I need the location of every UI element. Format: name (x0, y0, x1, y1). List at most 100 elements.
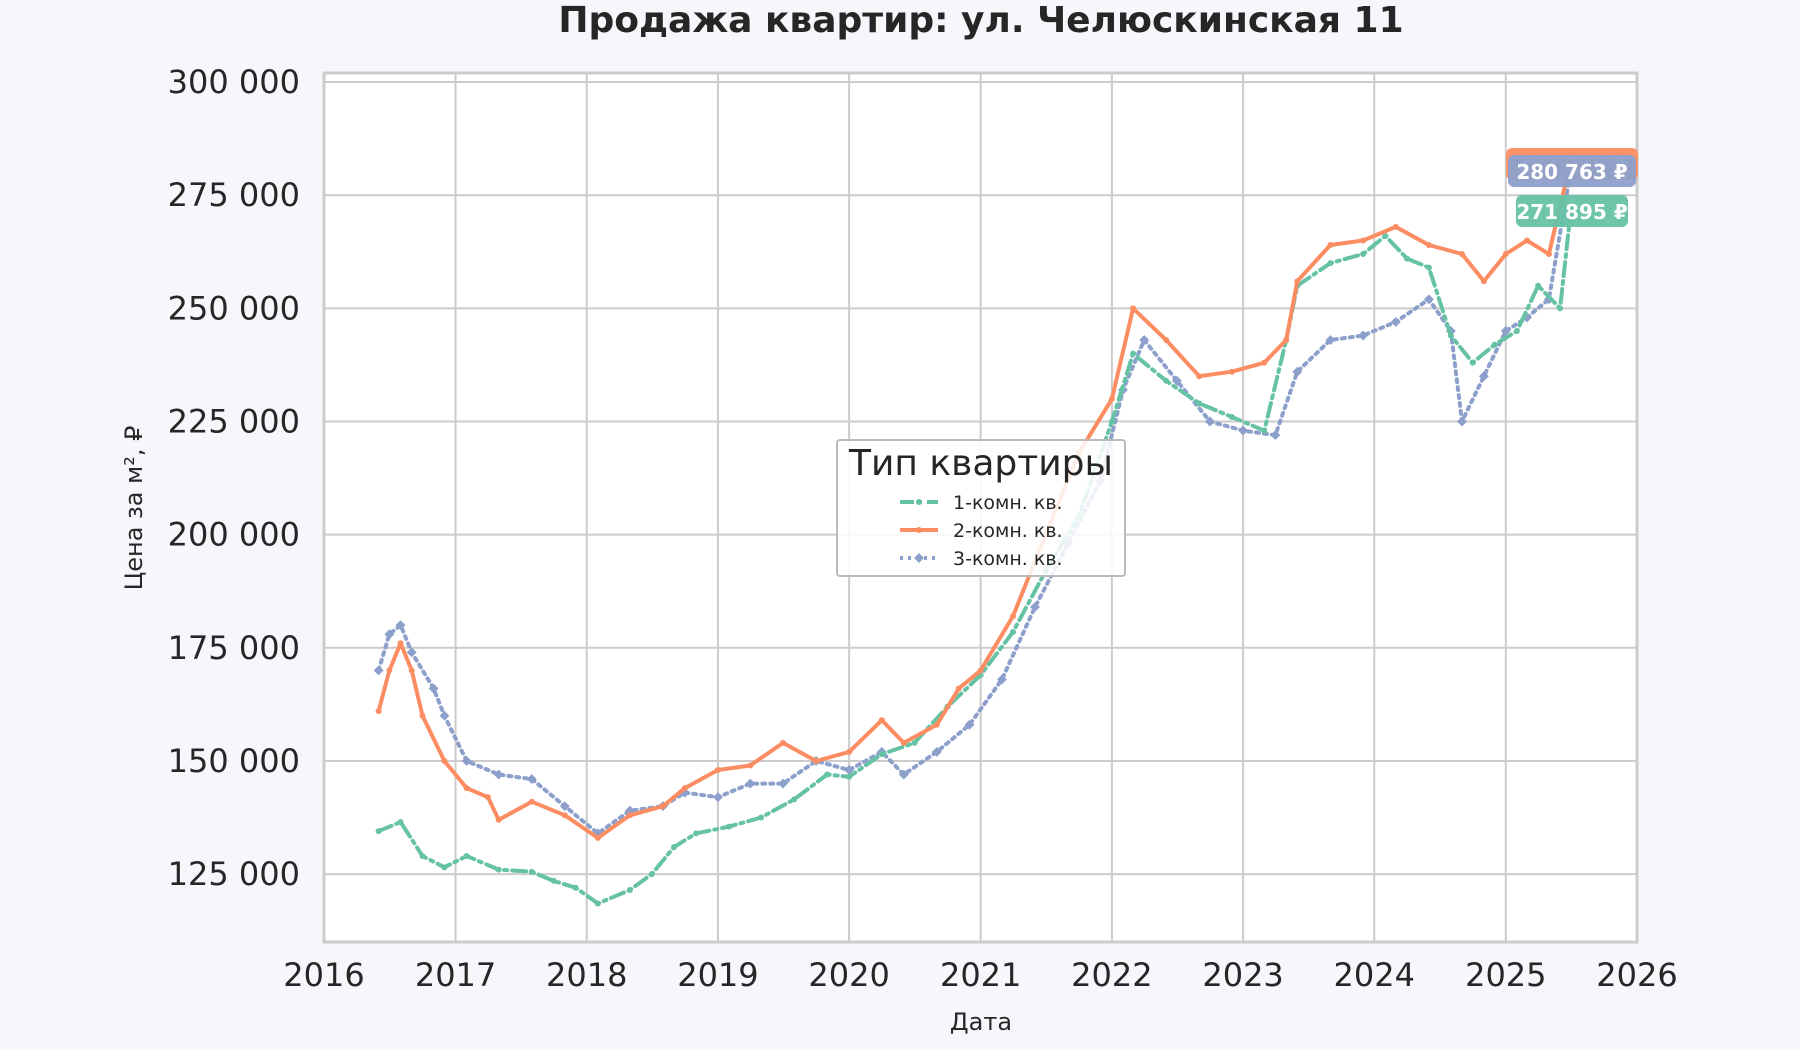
data-point (528, 868, 535, 875)
data-point (1270, 430, 1281, 441)
data-point (900, 739, 907, 746)
data-point (844, 765, 855, 775)
data-point (1171, 375, 1182, 386)
data-point (813, 757, 820, 764)
data-point (911, 739, 918, 746)
data-point (1010, 613, 1017, 620)
data-point (714, 767, 721, 774)
data-point (1557, 305, 1564, 312)
x-tick-label: 2022 (1071, 956, 1152, 994)
data-point (671, 843, 678, 850)
data-point (526, 774, 537, 785)
data-point (1469, 359, 1476, 366)
data-point (495, 816, 502, 823)
data-point (1030, 602, 1040, 613)
data-point (1327, 241, 1334, 248)
data-point (550, 877, 557, 884)
data-point (931, 746, 942, 757)
data-point (1228, 413, 1235, 420)
data-point (1261, 359, 1268, 366)
x-axis-label: Дата (950, 1008, 1012, 1036)
data-point (1500, 326, 1511, 336)
data-point (1130, 305, 1137, 312)
legend-title: Тип квартиры (848, 443, 1113, 484)
data-point (419, 712, 426, 719)
legend-entry-label: 3-комн. кв. (953, 548, 1063, 570)
data-point (846, 748, 853, 755)
legend-box (836, 439, 1126, 577)
data-point (594, 834, 601, 841)
data-point (1130, 350, 1137, 357)
data-point (1478, 371, 1489, 382)
legend-marker (916, 499, 922, 505)
data-point (463, 785, 470, 792)
data-point (1196, 373, 1203, 380)
y-tick-label: 200 000 (168, 516, 300, 554)
data-point (594, 900, 601, 907)
data-point (572, 884, 579, 891)
data-point (1205, 416, 1215, 427)
x-tick-label: 2018 (546, 956, 627, 994)
data-point (397, 640, 404, 647)
series-layer (373, 157, 1576, 907)
data-point (1283, 337, 1290, 344)
end-label-box (1508, 155, 1636, 187)
data-point (878, 717, 885, 724)
data-point (1360, 237, 1367, 244)
series-group (375, 157, 1574, 841)
data-point (824, 771, 831, 778)
data-point (648, 871, 655, 878)
data-point (1108, 395, 1115, 402)
data-point (1139, 335, 1150, 345)
data-point (1491, 341, 1498, 348)
data-point (384, 629, 395, 640)
data-point (1425, 241, 1432, 248)
data-point (1163, 337, 1170, 344)
legend-entry-label: 1-комн. кв. (953, 492, 1063, 514)
data-point (1392, 223, 1399, 230)
legend-marker (914, 553, 924, 563)
data-point (1261, 427, 1268, 434)
data-point (463, 853, 470, 860)
data-point (1457, 416, 1467, 427)
data-point (375, 708, 382, 715)
data-point (745, 778, 756, 789)
data-point (898, 769, 909, 780)
data-point (779, 739, 786, 746)
data-point (626, 812, 633, 819)
data-point (659, 803, 666, 810)
data-point (1447, 332, 1454, 339)
data-point (461, 756, 472, 766)
x-tick-label: 2021 (940, 956, 1021, 994)
data-point (1163, 377, 1170, 384)
x-tick-label: 2020 (808, 956, 889, 994)
data-point (561, 812, 568, 819)
data-point (441, 864, 448, 871)
end-labels: 282 716 ₽280 763 ₽271 895 ₽ (1506, 148, 1638, 227)
data-point (559, 801, 570, 812)
data-point (977, 667, 984, 674)
data-point (626, 886, 633, 893)
data-point (693, 830, 700, 837)
data-point (373, 665, 384, 676)
data-point (996, 674, 1007, 685)
x-tick-label: 2026 (1596, 956, 1677, 994)
data-point (1108, 418, 1115, 425)
data-point (1238, 425, 1249, 436)
x-axis-ticks: 2016 2017 2018 2019 2020 2021 2022 2023 2024 2025… (283, 956, 1677, 994)
data-point (747, 762, 754, 769)
data-point (408, 667, 415, 674)
data-point (484, 794, 491, 801)
data-point (1196, 400, 1203, 407)
data-point (1010, 628, 1017, 635)
data-point (1325, 335, 1336, 345)
data-point (375, 828, 382, 835)
data-point (1425, 264, 1432, 271)
data-point (1228, 368, 1235, 375)
data-point (1535, 282, 1542, 289)
end-label-box (1516, 195, 1628, 227)
data-point (791, 796, 798, 803)
data-point (1382, 232, 1389, 239)
data-point (1292, 366, 1303, 377)
